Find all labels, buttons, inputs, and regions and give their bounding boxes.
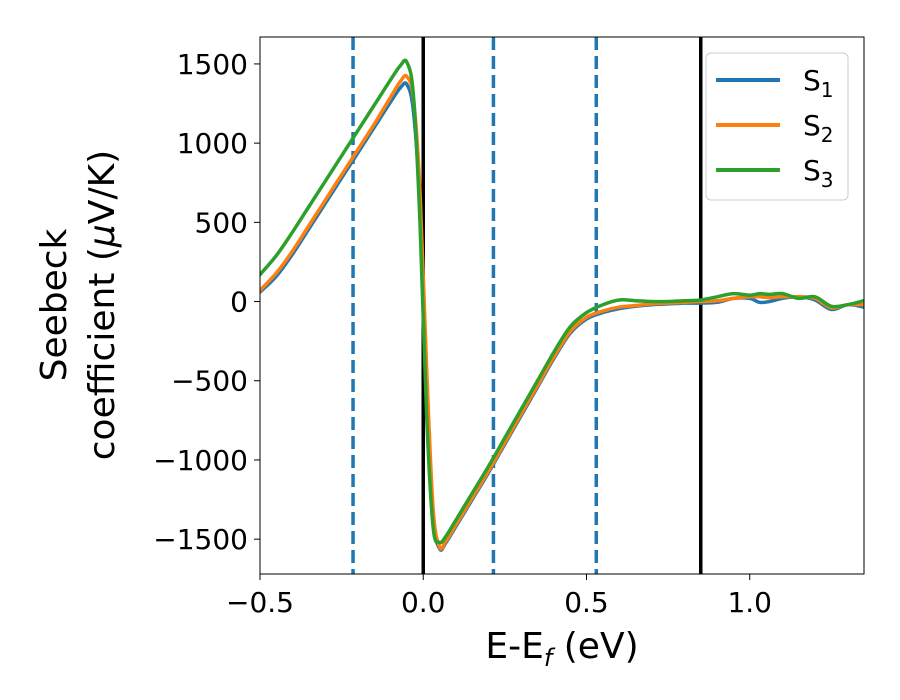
- plot-frame: [259, 36, 865, 575]
- legend-label-s1: S1: [803, 64, 834, 102]
- x-axis-label: E-Ef (eV): [485, 626, 638, 672]
- legend-label-s3: S3: [803, 154, 834, 192]
- y-tick-label: 1500: [177, 48, 248, 81]
- x-tick-label: 1.0: [727, 586, 772, 619]
- x-tick-label: −0.5: [226, 586, 294, 619]
- y-axis-label: Seebeck coefficient (μV/K): [34, 150, 123, 460]
- x-tick-label: 0.5: [564, 586, 609, 619]
- legend: S1 S2 S3: [705, 52, 849, 201]
- series-lines: [260, 58, 864, 552]
- y-tick-label: −500: [171, 365, 248, 398]
- y-tick-label: 0: [230, 286, 248, 319]
- y-tick-label: 500: [195, 206, 248, 239]
- y-axis-label-line1: Seebeck: [34, 228, 75, 381]
- series-line-s2: [260, 73, 864, 551]
- legend-label-s2: S2: [803, 109, 834, 147]
- x-axis-ticks: −0.5 0.0 0.5 1.0: [226, 574, 772, 619]
- y-tick-label: −1000: [153, 444, 248, 477]
- y-tick-label: −1500: [153, 523, 248, 556]
- y-axis-label-line2: coefficient (μV/K): [82, 150, 123, 460]
- y-tick-label: 1000: [177, 127, 248, 160]
- x-tick-label: 0.0: [401, 586, 446, 619]
- y-axis-ticks: 1500 1000 500 0 −500 −1000 −1500: [153, 48, 260, 556]
- series-line-s3: [260, 58, 864, 545]
